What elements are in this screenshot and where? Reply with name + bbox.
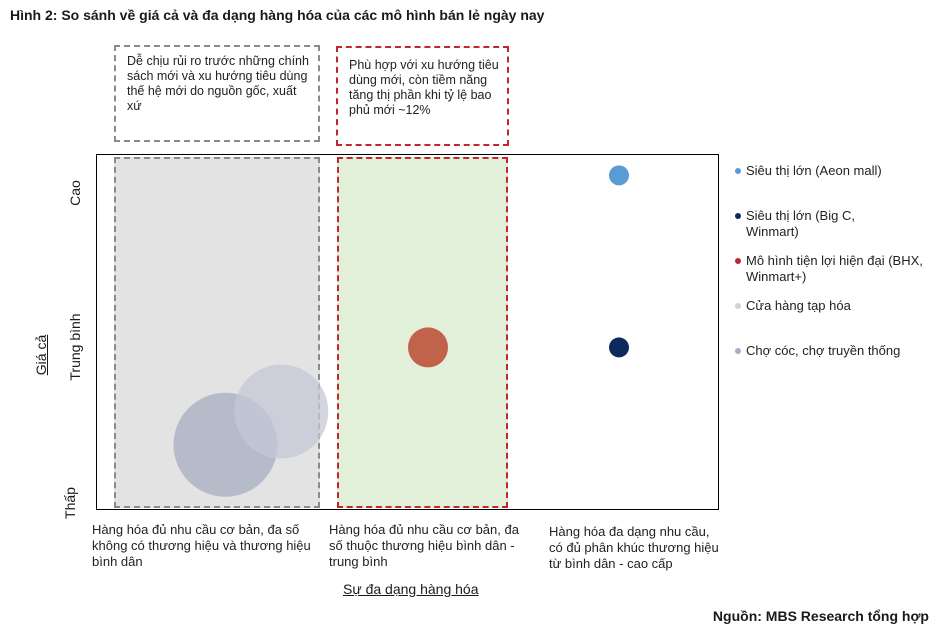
plot-area xyxy=(96,154,719,510)
legend-label-tap-hoa: Cửa hàng tạp hóa xyxy=(746,298,851,313)
legend-label-aeon: Siêu thị lớn (Aeon mall) xyxy=(746,163,882,178)
y-tick-cao: Cao xyxy=(67,180,83,206)
x-axis-title: Sự đa dạng hàng hóa xyxy=(343,581,479,597)
legend-label-cho: Chợ cóc, chợ truyền thống xyxy=(746,343,901,358)
legend-item-bigc: Siêu thị lớn (Big C, Winmart) xyxy=(735,208,896,240)
y-tick-thap: Thấp xyxy=(62,487,78,519)
legend-marker-tap-hoa xyxy=(735,303,741,309)
legend-item-aeon: Siêu thị lớn (Aeon mall) xyxy=(735,163,936,179)
x-category-2: Hàng hóa đủ nhu cầu cơ bản, đa số thuộc … xyxy=(329,522,519,569)
callout-red: Phù hợp với xu hướng tiêu dùng mới, còn … xyxy=(336,46,509,146)
legend-label-bhx: Mô hình tiện lợi hiện đại (BHX, Winmart+… xyxy=(746,253,923,284)
callout-grey-text: Dễ chịu rủi ro trước những chính sách mớ… xyxy=(127,54,309,113)
bubble-3 xyxy=(234,364,329,459)
y-axis-title: Giá cả xyxy=(33,334,49,376)
legend-item-bhx: Mô hình tiện lợi hiện đại (BHX, Winmart+… xyxy=(735,253,936,285)
legend-marker-cho xyxy=(735,348,741,354)
legend-label-bigc: Siêu thị lớn (Big C, Winmart) xyxy=(746,208,855,239)
legend-item-tap-hoa: Cửa hàng tạp hóa xyxy=(735,298,936,314)
bubble-0 xyxy=(609,165,629,186)
chart-title: Hình 2: So sánh về giá cả và đa dạng hàn… xyxy=(10,7,545,23)
x-category-1: Hàng hóa đủ nhu cầu cơ bản, đa số không … xyxy=(92,522,311,569)
callout-grey: Dễ chịu rủi ro trước những chính sách mớ… xyxy=(114,45,320,142)
source-note: Nguồn: MBS Research tổng hợp xyxy=(712,608,929,624)
y-tick-trung-binh: Trung bình xyxy=(67,313,83,381)
legend-marker-bhx xyxy=(735,258,741,264)
bubble-1 xyxy=(609,337,629,358)
legend-item-cho: Chợ cóc, chợ truyền thống xyxy=(735,343,936,359)
legend-marker-bigc xyxy=(735,213,741,219)
x-category-3: Hàng hóa đa dạng nhu cầu, có đủ phân khú… xyxy=(549,524,719,571)
callout-red-text: Phù hợp với xu hướng tiêu dùng mới, còn … xyxy=(349,58,499,117)
legend-marker-aeon xyxy=(735,168,741,174)
bubble-2 xyxy=(408,327,448,368)
